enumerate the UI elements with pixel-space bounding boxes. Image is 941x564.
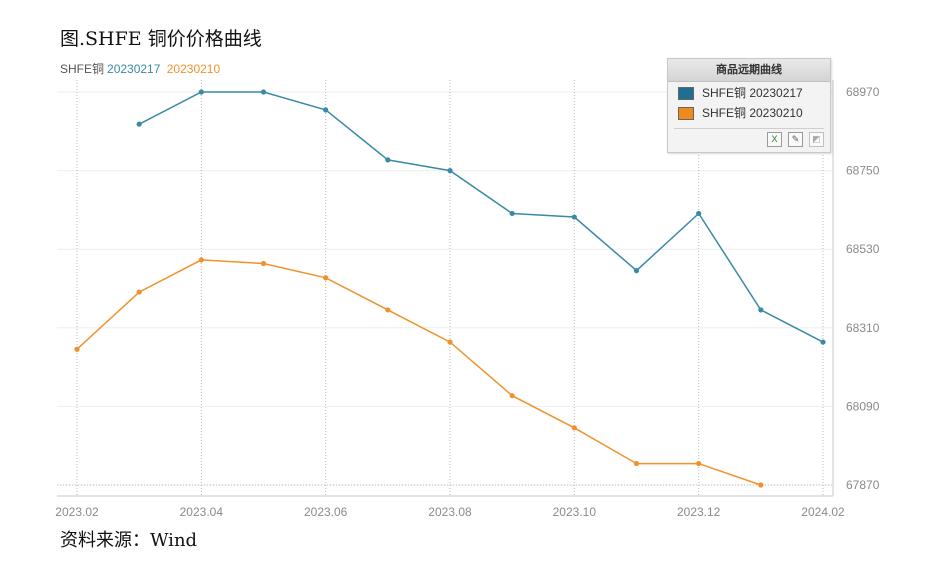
y-tick-labels: 67870 68090 68310 68530 68750 68970: [846, 85, 880, 492]
legend-item-1[interactable]: SHFE铜 20230217: [668, 84, 830, 102]
y-tick-label: 68530: [846, 242, 880, 256]
top-legend-entry-2[interactable]: 20230210: [166, 62, 221, 76]
legend-swatch-2: [678, 107, 694, 120]
series-layer: [74, 89, 826, 488]
series-2-point[interactable]: [198, 257, 204, 263]
x-tick-label: 2023.10: [553, 505, 597, 519]
series-1-point[interactable]: [136, 121, 142, 127]
y-tick-label: 68750: [846, 164, 880, 178]
top-legend: SHFE铜 20230217 20230210: [60, 60, 223, 77]
series-2-point[interactable]: [323, 275, 329, 281]
y-tick-label: 67870: [846, 478, 880, 492]
legend-item-2[interactable]: SHFE铜 20230210: [668, 104, 830, 122]
x-tick-label: 2023.08: [428, 505, 472, 519]
y-tick-label: 68310: [846, 321, 880, 335]
series-1-point[interactable]: [758, 307, 764, 313]
series-2-point[interactable]: [571, 425, 577, 431]
series-2-point[interactable]: [385, 307, 391, 313]
legend-toolbar: X ✎ ◩: [767, 132, 824, 147]
series-1-point[interactable]: [633, 268, 640, 274]
series-2-point[interactable]: [74, 346, 80, 352]
legend-panel-header: 商品远期曲线: [668, 59, 830, 82]
y-tick-label: 68090: [846, 399, 880, 413]
source-note: 资料来源：Wind: [60, 530, 198, 551]
legend-label-2: SHFE铜 20230210: [702, 106, 803, 120]
series-1-point[interactable]: [696, 210, 702, 217]
top-legend-prefix: SHFE铜: [60, 62, 105, 76]
series-1-point[interactable]: [323, 107, 329, 113]
series-2-point[interactable]: [758, 482, 764, 488]
x-tick-label: 2023.04: [180, 505, 224, 519]
x-tick-label: 2023.12: [677, 505, 721, 519]
x-tick-label: 2023.06: [304, 505, 348, 519]
x-tick-labels: 2023.02 2023.04 2023.06 2023.08 2023.10 2023.…: [55, 505, 845, 519]
top-legend-entry-1[interactable]: 20230217: [107, 62, 161, 76]
series-2-point[interactable]: [260, 260, 267, 267]
chart-edit-icon[interactable]: ✎: [788, 132, 803, 147]
legend-separator: [674, 128, 824, 129]
series-1-point[interactable]: [820, 339, 826, 345]
x-tick-label: 2024.02: [801, 505, 845, 519]
legend-panel[interactable]: 商品远期曲线 SHFE铜 20230217 SHFE铜 20230210 X ✎…: [667, 58, 831, 153]
series-2-point[interactable]: [136, 289, 142, 295]
series-line-1: [138, 91, 824, 343]
series-2-point[interactable]: [447, 339, 453, 345]
y-tick-label: 68970: [846, 85, 880, 99]
series-1-point[interactable]: [571, 214, 577, 220]
series-1-point[interactable]: [509, 210, 515, 217]
chart-disabled-icon[interactable]: ◩: [809, 132, 824, 147]
excel-export-icon[interactable]: X: [767, 132, 782, 147]
series-1-point[interactable]: [447, 168, 453, 174]
legend-swatch-1: [678, 87, 694, 100]
legend-label-1: SHFE铜 20230217: [702, 86, 803, 100]
x-tick-label: 2023.02: [55, 505, 99, 519]
series-2-point[interactable]: [696, 460, 702, 467]
series-1-point[interactable]: [385, 157, 391, 163]
series-2-point[interactable]: [509, 393, 515, 399]
series-1-point[interactable]: [198, 89, 204, 95]
series-1-point[interactable]: [260, 89, 267, 95]
series-line-2: [76, 259, 762, 486]
series-2-point[interactable]: [633, 460, 640, 467]
figure-title: 图.SHFE 铜价价格曲线: [60, 28, 262, 50]
